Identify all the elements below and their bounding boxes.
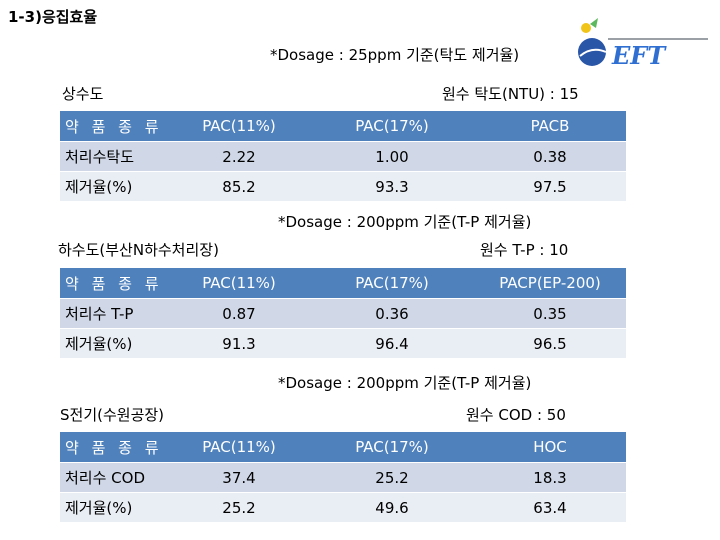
table-cell: 25.2 [168, 492, 310, 522]
table-cell: 1.00 [310, 141, 474, 172]
header-cell: 약 품 종 류 [60, 432, 168, 463]
data-table-1: 약 품 종 류 PAC(11%) PAC(17%) PACB 처리수탁도 2.2… [60, 111, 626, 201]
table-cell: 96.5 [474, 328, 626, 358]
row-label: 처리수탁도 [60, 141, 168, 172]
raw-value-2: 원수 T-P : 10 [480, 241, 569, 259]
dosage-note-2: *Dosage : 200ppm 기준(T-P 제거율) [278, 213, 532, 231]
table-cell: 0.35 [474, 298, 626, 329]
row-label: 처리수 COD [60, 462, 168, 493]
row-label: 제거율(%) [60, 492, 168, 522]
table-cell: 85.2 [168, 171, 310, 201]
table-cell: 97.5 [474, 171, 626, 201]
table-cell: 0.36 [310, 298, 474, 329]
header-cell: PACP(EP-200) [474, 268, 626, 299]
page-title: 1-3)응집효율 [8, 8, 98, 26]
data-table-2: 약 품 종 류 PAC(11%) PAC(17%) PACP(EP-200) 처… [60, 268, 626, 358]
table-row: 제거율(%) 85.2 93.3 97.5 [60, 171, 626, 201]
table-row: 처리수 T-P 0.87 0.36 0.35 [60, 298, 626, 329]
table-header-row: 약 품 종 류 PAC(11%) PAC(17%) HOC [60, 432, 626, 463]
raw-value-3: 원수 COD : 50 [466, 406, 566, 424]
header-cell: PAC(17%) [310, 432, 474, 463]
header-cell: 약 품 종 류 [60, 111, 168, 142]
header-cell: PAC(11%) [168, 432, 310, 463]
eft-logo: EFT [578, 18, 708, 70]
table-cell: 96.4 [310, 328, 474, 358]
table-cell: 91.3 [168, 328, 310, 358]
table-row: 제거율(%) 25.2 49.6 63.4 [60, 492, 626, 522]
header-cell: PAC(11%) [168, 268, 310, 299]
table-cell: 63.4 [474, 492, 626, 522]
header-cell: PAC(11%) [168, 111, 310, 142]
row-label: 제거율(%) [60, 171, 168, 201]
table-header-row: 약 품 종 류 PAC(11%) PAC(17%) PACB [60, 111, 626, 142]
header-cell: 약 품 종 류 [60, 268, 168, 299]
header-cell: PAC(17%) [310, 268, 474, 299]
table-row: 제거율(%) 91.3 96.4 96.5 [60, 328, 626, 358]
table-cell: 25.2 [310, 462, 474, 493]
raw-value-1: 원수 탁도(NTU) : 15 [442, 85, 579, 103]
dosage-note-1: *Dosage : 25ppm 기준(탁도 제거율) [270, 46, 520, 64]
site-label-2: 하수도(부산N하수처리장) [58, 241, 219, 259]
row-label: 제거율(%) [60, 328, 168, 358]
header-cell: PACB [474, 111, 626, 142]
table-cell: 37.4 [168, 462, 310, 493]
table-cell: 2.22 [168, 141, 310, 172]
logo-text: EFT [611, 41, 667, 70]
row-label: 처리수 T-P [60, 298, 168, 329]
site-label-1: 상수도 [62, 85, 104, 103]
table-cell: 93.3 [310, 171, 474, 201]
data-table-3: 약 품 종 류 PAC(11%) PAC(17%) HOC 처리수 COD 37… [60, 432, 626, 522]
table-cell: 0.87 [168, 298, 310, 329]
table-cell: 18.3 [474, 462, 626, 493]
dosage-note-3: *Dosage : 200ppm 기준(T-P 제거율) [278, 374, 532, 392]
table-row: 처리수탁도 2.22 1.00 0.38 [60, 141, 626, 172]
header-cell: PAC(17%) [310, 111, 474, 142]
site-label-3: S전기(수원공장) [60, 406, 165, 424]
table-cell: 0.38 [474, 141, 626, 172]
table-header-row: 약 품 종 류 PAC(11%) PAC(17%) PACP(EP-200) [60, 268, 626, 299]
header-cell: HOC [474, 432, 626, 463]
table-cell: 49.6 [310, 492, 474, 522]
table-row: 처리수 COD 37.4 25.2 18.3 [60, 462, 626, 493]
